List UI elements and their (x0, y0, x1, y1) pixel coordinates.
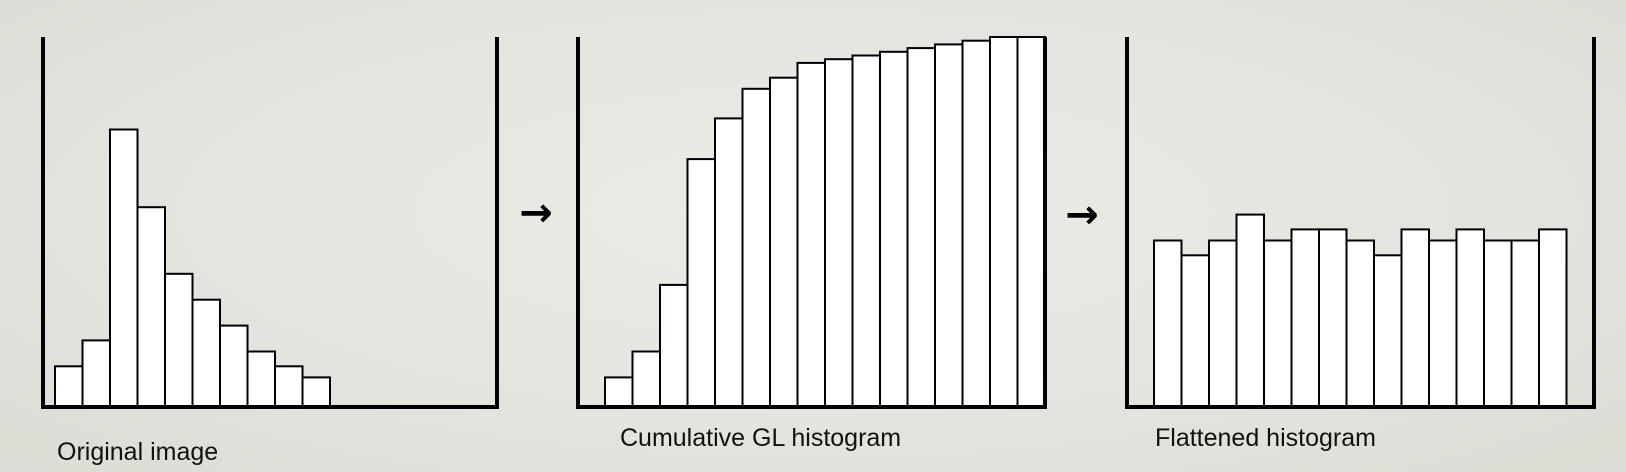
bar-8 (1345, 239, 1375, 408)
bar-5 (714, 117, 744, 409)
bar-9 (824, 58, 854, 408)
cumulative-histogram (576, 36, 1047, 409)
bar-1 (604, 376, 634, 408)
bar-6 (741, 87, 771, 409)
bar-5 (1263, 239, 1293, 408)
axis-frame (41, 37, 499, 409)
bar-3 (1208, 239, 1238, 408)
bar-1 (54, 365, 84, 408)
bar-6 (191, 298, 221, 409)
axis-frame (1125, 37, 1596, 409)
bar-12 (1455, 228, 1485, 408)
bar-8 (246, 350, 276, 408)
bar-3 (659, 283, 689, 408)
bar-15 (1538, 228, 1568, 408)
bar-7 (769, 76, 799, 408)
axis-frame (576, 37, 1047, 409)
bar-10 (851, 54, 881, 408)
caption-cumulative-histogram: Cumulative GL histogram (620, 424, 902, 452)
bar-11 (879, 50, 909, 409)
bar-2 (1180, 254, 1210, 408)
bar-9 (274, 365, 304, 408)
bar-2 (631, 350, 661, 408)
bar-16 (1016, 36, 1046, 408)
caption-flattened-histogram: Flattened histogram (1155, 424, 1376, 452)
bar-9 (1373, 254, 1403, 408)
bar-6 (1290, 228, 1320, 408)
bar-2 (81, 339, 111, 408)
bar-15 (989, 36, 1019, 408)
bar-5 (164, 272, 194, 408)
bar-4 (1235, 213, 1265, 408)
bar-1 (1153, 239, 1183, 408)
bar-11 (1428, 239, 1458, 408)
bar-13 (934, 43, 964, 409)
arrow-2-glyph: → (1065, 192, 1099, 238)
bar-10 (301, 376, 331, 408)
bar-7 (219, 324, 249, 409)
original-image-histogram (41, 37, 499, 409)
flattened-histogram (1125, 37, 1596, 409)
caption-original-image: Original image (57, 438, 219, 466)
bar-4 (136, 206, 166, 408)
bar-14 (961, 39, 991, 408)
bar-13 (1483, 239, 1513, 408)
bar-10 (1400, 228, 1430, 408)
bar-12 (906, 47, 936, 408)
bar-14 (1510, 239, 1540, 408)
bar-4 (686, 158, 716, 408)
arrow-1-glyph: → (519, 190, 553, 236)
bar-7 (1318, 228, 1348, 408)
bar-8 (796, 61, 826, 409)
bar-3 (109, 128, 139, 408)
